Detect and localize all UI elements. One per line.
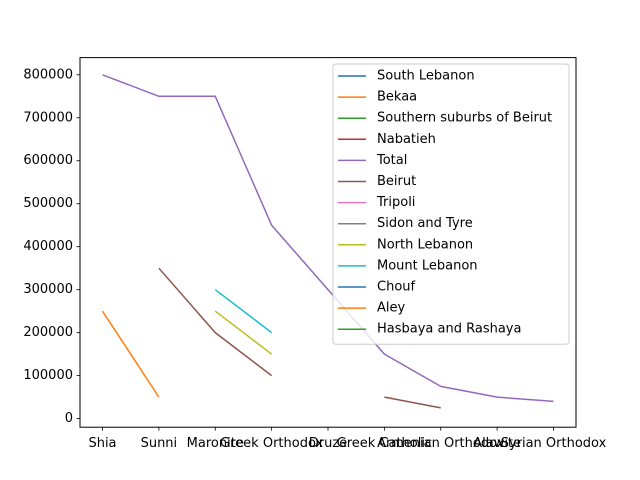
legend-label: Southern suburbs of Beirut (377, 111, 552, 126)
legend-label: Nabatieh (377, 132, 436, 147)
legend-label: Aley (377, 301, 406, 316)
legend-label: Bekaa (377, 90, 417, 105)
legend-label: Mount Lebanon (377, 258, 478, 273)
x-tick-label: Maronite (187, 436, 244, 451)
y-tick-label: 200000 (23, 325, 73, 340)
legend-label: Tripoli (376, 195, 415, 210)
y-axis: 0 100000 200000 300000 400000 500000 600000 700… (23, 67, 80, 426)
series-line (102, 74, 554, 403)
series-line (214, 310, 273, 355)
y-tick-label: 300000 (23, 282, 73, 297)
plot-lines (101, 74, 554, 409)
legend-label: Beirut (377, 174, 416, 189)
series-line (214, 289, 273, 334)
legend: South Lebanon Bekaa Southern suburbs of Be… (332, 63, 570, 345)
x-tick-label: Syrian Orthodox (501, 436, 607, 451)
x-tick-label: Alawite (473, 436, 521, 451)
series-line (158, 267, 273, 377)
y-tick-label: 100000 (23, 368, 73, 383)
legend-label: Hasbaya and Rashaya (377, 322, 521, 337)
y-tick-label: 500000 (23, 196, 73, 211)
legend-label: South Lebanon (377, 69, 475, 84)
x-tick-label: Sunni (141, 436, 178, 451)
x-tick-label: Greek Orthodox (220, 436, 323, 451)
legend-label: Chouf (377, 280, 416, 295)
legend-label: Sidon and Tyre (377, 216, 473, 231)
x-tick-label: Greek Catholic (337, 436, 433, 451)
y-tick-label: 400000 (23, 239, 73, 254)
x-tick-label: Shia (88, 436, 116, 451)
y-tick-label: 800000 (23, 67, 73, 82)
x-tick-label: Armenian Orthodox (377, 436, 505, 451)
legend-box (332, 63, 570, 345)
legend-label: Total (376, 153, 407, 168)
y-tick-label: 0 (65, 411, 73, 426)
legend-label: North Lebanon (377, 237, 473, 252)
y-tick-label: 600000 (23, 153, 73, 168)
y-tick-label: 700000 (23, 110, 73, 125)
x-tick-label: Druze (309, 436, 347, 451)
series-line (384, 396, 441, 409)
series-line (101, 310, 160, 398)
